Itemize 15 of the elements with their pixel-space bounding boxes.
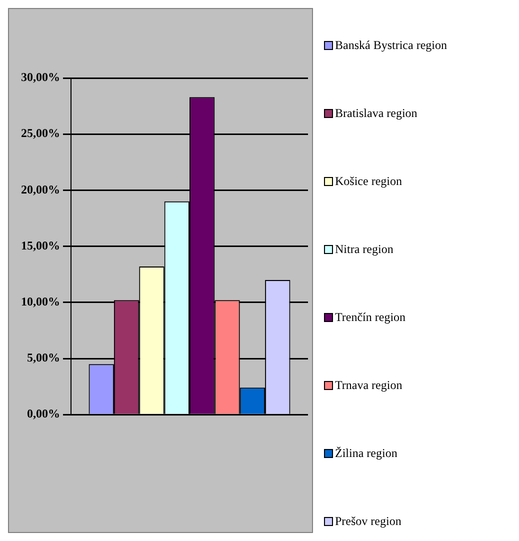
- legend-label: Bratislava region: [335, 106, 418, 121]
- y-tick-label: 10,00%: [21, 294, 60, 308]
- legend-label: Prešov region: [335, 514, 402, 529]
- legend-label: Banská Bystrica region: [335, 38, 447, 53]
- legend-label: Košice region: [335, 174, 402, 189]
- y-tick-label: 0,00%: [27, 406, 60, 421]
- legend-label: Žilina region: [335, 446, 398, 461]
- legend-label: Trnava region: [335, 378, 402, 393]
- y-tick-label: 20,00%: [21, 182, 60, 196]
- legend-label: Nitra region: [335, 242, 394, 257]
- y-tick-label: 5,00%: [27, 350, 60, 365]
- legend-label: Trenčín region: [335, 310, 406, 325]
- y-tick-label: 15,00%: [21, 238, 60, 252]
- y-tick-label: 30,00%: [21, 70, 60, 84]
- y-tick-label: 25,00%: [21, 126, 60, 140]
